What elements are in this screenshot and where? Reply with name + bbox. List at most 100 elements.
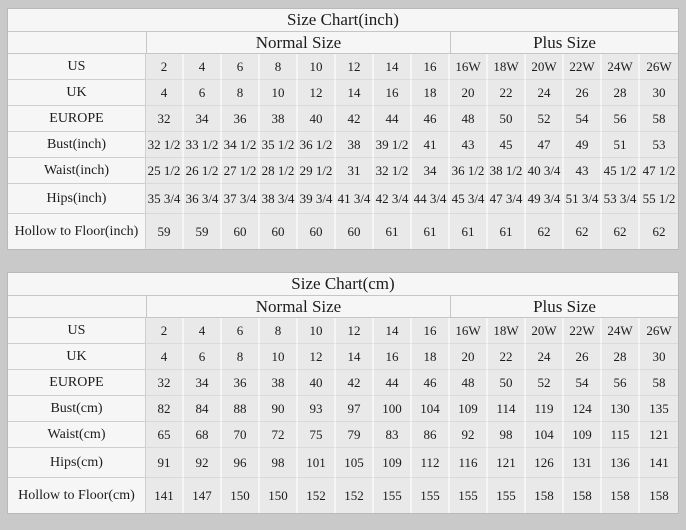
- row-label-waist-inch: Waist(inch): [8, 158, 146, 184]
- size-value-cell: 147: [184, 478, 222, 513]
- data-row: UK 4 6 8 10 12 14 16 18 20 22 24 26 28 30: [8, 344, 678, 370]
- size-value-cell: 8: [222, 344, 260, 370]
- size-value-cell: 10: [260, 344, 298, 370]
- size-value-cell: 152: [336, 478, 374, 513]
- size-value-cell: 38 3/4: [260, 184, 298, 214]
- size-value-cell: 45 3/4: [450, 184, 488, 214]
- size-value-cell: 20: [450, 344, 488, 370]
- size-value-cell: 12: [336, 318, 374, 344]
- data-row: Waist(cm) 65 68 70 72 75 79 83 86 92 98 104 109 115 12…: [8, 422, 678, 448]
- row-label-us: US: [8, 54, 146, 80]
- size-value-cell: 40 3/4: [526, 158, 564, 184]
- size-value-cell: 40: [298, 106, 336, 132]
- row-label-waist-cm: Waist(cm): [8, 422, 146, 448]
- size-value-cell: 46: [412, 370, 450, 396]
- size-value-cell: 62: [602, 214, 640, 249]
- size-value-cell: 136: [602, 448, 640, 478]
- size-value-cell: 62: [526, 214, 564, 249]
- size-value-cell: 32 1/2: [374, 158, 412, 184]
- size-value-cell: 158: [602, 478, 640, 513]
- size-value-cell: 121: [640, 422, 678, 448]
- size-value-cell: 119: [526, 396, 564, 422]
- size-value-cell: 61: [450, 214, 488, 249]
- size-value-cell: 27 1/2: [222, 158, 260, 184]
- corner-cell: [8, 296, 146, 318]
- size-value-cell: 155: [374, 478, 412, 513]
- size-value-cell: 12: [298, 80, 336, 106]
- size-value-cell: 75: [298, 422, 336, 448]
- data-row: Hips(inch) 35 3/4 36 3/4 37 3/4 38 3/4 39 3/4…: [8, 184, 678, 214]
- size-value-cell: 24: [526, 344, 564, 370]
- size-value-cell: 37 3/4: [222, 184, 260, 214]
- size-value-cell: 6: [184, 80, 222, 106]
- row-label-uk: UK: [8, 80, 146, 106]
- size-value-cell: 109: [374, 448, 412, 478]
- size-value-cell: 45 1/2: [602, 158, 640, 184]
- size-value-cell: 10: [298, 318, 336, 344]
- size-value-cell: 48: [450, 106, 488, 132]
- size-value-cell: 52: [526, 370, 564, 396]
- size-value-cell: 35 1/2: [260, 132, 298, 158]
- size-value-cell: 18W: [488, 318, 526, 344]
- size-value-cell: 50: [488, 106, 526, 132]
- size-value-cell: 36: [222, 106, 260, 132]
- size-value-cell: 6: [222, 54, 260, 80]
- size-value-cell: 41: [412, 132, 450, 158]
- row-label-bust-cm: Bust(cm): [8, 396, 146, 422]
- size-value-cell: 4: [146, 344, 184, 370]
- size-chart-inch-container: Size Chart(inch) Normal Size Plus Size US 2 4…: [7, 8, 679, 250]
- size-value-cell: 26: [564, 344, 602, 370]
- size-value-cell: 105: [336, 448, 374, 478]
- size-value-cell: 56: [602, 106, 640, 132]
- size-value-cell: 158: [526, 478, 564, 513]
- size-value-cell: 32: [146, 106, 184, 132]
- size-value-cell: 16: [412, 318, 450, 344]
- size-value-cell: 12: [298, 344, 336, 370]
- row-label-bust-inch: Bust(inch): [8, 132, 146, 158]
- row-label-hollow-to-floor-inch: Hollow to Floor(inch): [8, 214, 146, 249]
- size-value-cell: 49 3/4: [526, 184, 564, 214]
- row-label-us: US: [8, 318, 146, 344]
- size-value-cell: 83: [374, 422, 412, 448]
- size-value-cell: 4: [184, 318, 222, 344]
- size-value-cell: 141: [146, 478, 184, 513]
- row-label-uk: UK: [8, 344, 146, 370]
- size-value-cell: 38: [336, 132, 374, 158]
- size-value-cell: 2: [146, 318, 184, 344]
- size-value-cell: 53: [640, 132, 678, 158]
- size-value-cell: 34: [184, 106, 222, 132]
- row-label-hollow-to-floor-cm: Hollow to Floor(cm): [8, 478, 146, 513]
- row-label-hips-cm: Hips(cm): [8, 448, 146, 478]
- size-value-cell: 158: [564, 478, 602, 513]
- size-value-cell: 101: [298, 448, 336, 478]
- size-value-cell: 16: [374, 344, 412, 370]
- size-value-cell: 150: [222, 478, 260, 513]
- size-value-cell: 54: [564, 106, 602, 132]
- group-header-plus-size: Plus Size: [450, 32, 678, 54]
- size-value-cell: 6: [222, 318, 260, 344]
- size-value-cell: 8: [222, 80, 260, 106]
- size-value-cell: 52: [526, 106, 564, 132]
- size-value-cell: 96: [222, 448, 260, 478]
- size-value-cell: 8: [260, 54, 298, 80]
- size-value-cell: 14: [336, 344, 374, 370]
- size-value-cell: 47 3/4: [488, 184, 526, 214]
- size-value-cell: 26W: [640, 318, 678, 344]
- size-value-cell: 4: [146, 80, 184, 106]
- data-row: Hips(cm) 91 92 96 98 101 105 109 112 116 121 126 131…: [8, 448, 678, 478]
- row-label-europe: EUROPE: [8, 370, 146, 396]
- size-value-cell: 155: [412, 478, 450, 513]
- size-value-cell: 61: [488, 214, 526, 249]
- size-value-cell: 51: [602, 132, 640, 158]
- size-value-cell: 59: [146, 214, 184, 249]
- group-header-normal-size: Normal Size: [146, 296, 450, 318]
- size-value-cell: 44: [374, 106, 412, 132]
- size-value-cell: 109: [564, 422, 602, 448]
- size-value-cell: 60: [298, 214, 336, 249]
- row-label-hips-inch: Hips(inch): [8, 184, 146, 214]
- size-value-cell: 8: [260, 318, 298, 344]
- data-row: US 2 4 6 8 10 12 14 16 16W 18W 20W 22W 24W 26W: [8, 318, 678, 344]
- corner-cell: [8, 32, 146, 54]
- size-value-cell: 10: [298, 54, 336, 80]
